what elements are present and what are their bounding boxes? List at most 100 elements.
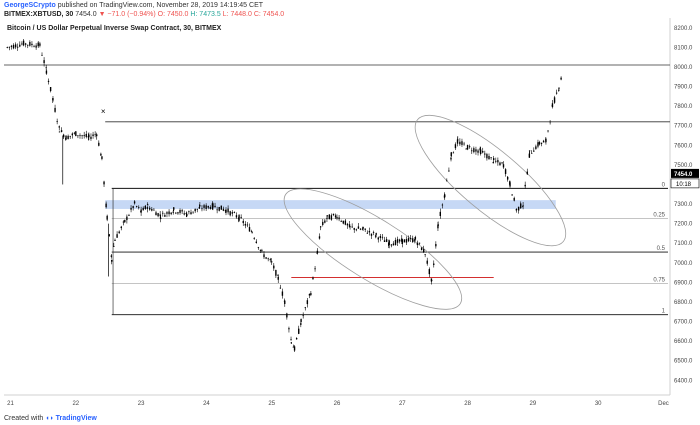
candle-body: [96, 134, 98, 137]
candle-body: [35, 45, 37, 48]
candle-body: [242, 220, 244, 224]
candle-body: [52, 98, 54, 101]
ohlc-bar: BITMEX:XBTUSD, 30 7454.0 ▼ −71.0 (−0.94%…: [4, 11, 284, 19]
candle-body: [528, 153, 531, 158]
candle-body: [300, 323, 302, 325]
candle-body: [65, 135, 67, 140]
candle-body: [346, 223, 349, 226]
candle-body: [140, 209, 142, 213]
y-tick-label: 6700.0: [674, 320, 693, 326]
candle-body: [198, 207, 201, 209]
candle-body: [314, 268, 316, 270]
candle-body: [151, 209, 153, 211]
candle-body: [420, 247, 423, 251]
candle-body: [344, 220, 347, 225]
x-tick-label: 29: [530, 401, 537, 407]
candle-body: [29, 41, 31, 46]
candle-body: [116, 234, 118, 238]
candle-body: [535, 146, 537, 149]
candle-body: [293, 346, 296, 351]
candle-body: [101, 156, 103, 159]
candle-body: [355, 229, 358, 231]
last-price: 7454.0: [75, 11, 97, 18]
candle-body: [374, 235, 377, 237]
candle-body: [401, 239, 403, 245]
candle-body: [153, 209, 155, 211]
candle-body: [235, 215, 238, 218]
y-tick-label: 7200.0: [674, 222, 693, 228]
candle-body: [269, 259, 271, 261]
publish-date: published on TradingView.com, November 2…: [57, 2, 264, 9]
candle-body: [466, 145, 469, 150]
candle-body: [267, 258, 269, 260]
candle-body: [306, 300, 309, 305]
candle-body: [105, 203, 107, 208]
candle-body: [418, 242, 421, 244]
x-tick-label: 30: [595, 401, 602, 407]
candle-body: [88, 134, 90, 138]
candle-body: [381, 236, 384, 238]
candle-body: [118, 231, 120, 234]
candle-body: [126, 216, 128, 221]
candle-body: [336, 217, 338, 219]
candle-body: [194, 208, 196, 212]
candle-body: [499, 162, 501, 166]
candle-body: [366, 232, 368, 234]
y-tick-label: 8000.0: [674, 65, 693, 71]
current-price-tag: [671, 168, 699, 178]
candle-body: [330, 215, 333, 220]
y-tick-label: 6500.0: [674, 359, 693, 365]
candle-body: [284, 300, 286, 304]
candle-body: [19, 44, 21, 47]
candle-body: [531, 152, 533, 154]
candle-body: [75, 131, 77, 137]
candle-body: [497, 160, 499, 163]
candle-body: [353, 228, 355, 230]
candle-body: [71, 133, 73, 136]
candle-body: [457, 139, 459, 141]
candle-body: [183, 213, 185, 215]
candle-body: [493, 158, 495, 161]
candle-body: [465, 148, 467, 150]
candle-body: [502, 164, 505, 168]
candle-body: [558, 87, 560, 89]
candle-body: [446, 180, 448, 182]
candle-body: [83, 135, 85, 137]
candle-body: [132, 206, 134, 208]
candle-body: [396, 239, 399, 243]
candle-body: [424, 254, 426, 256]
candle-body: [441, 204, 444, 206]
footer: Created with ◖◗ TradingView: [4, 415, 97, 422]
candle-body: [513, 197, 515, 201]
change-value: ▼ −71.0 (−0.94%): [98, 11, 156, 18]
candle-body: [316, 250, 319, 253]
candle-body: [486, 154, 488, 159]
candle-body: [385, 239, 388, 242]
candle-body: [298, 328, 300, 334]
candle-body: [435, 244, 437, 247]
candle-body: [452, 152, 455, 154]
candle-body: [342, 220, 344, 224]
fib-level-label: 0.75: [653, 277, 665, 283]
candle-body: [190, 212, 192, 215]
candle-body: [33, 46, 35, 48]
candle-body: [416, 242, 419, 246]
candle-body: [292, 346, 295, 348]
candle-body: [22, 40, 25, 46]
candle-body: [45, 70, 48, 74]
candle-body: [351, 226, 353, 228]
candle-body: [332, 213, 335, 216]
candle-body: [361, 228, 364, 230]
candle-body: [495, 160, 497, 162]
candle-body: [37, 42, 39, 47]
candle-body: [477, 150, 479, 153]
y-tick-label: 7900.0: [674, 85, 693, 91]
candle-body: [560, 77, 562, 80]
footer-brand[interactable]: TradingView: [55, 415, 97, 422]
candle-body: [250, 231, 253, 232]
candle-body: [407, 238, 410, 242]
candle-body: [113, 246, 115, 247]
candle-body: [47, 80, 50, 82]
author-link[interactable]: GeorgeSCrypto: [4, 2, 56, 9]
